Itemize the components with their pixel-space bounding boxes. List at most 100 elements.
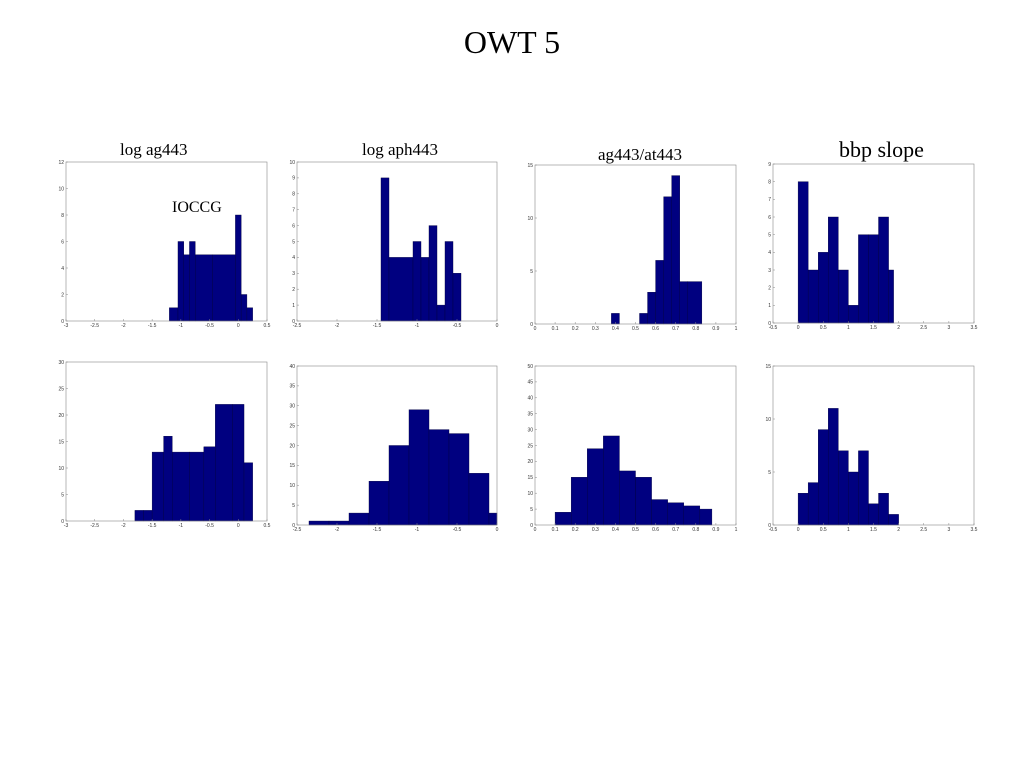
x-tick-label: 0 (534, 326, 537, 332)
y-tick-label: 9 (292, 176, 295, 182)
y-tick-label: 0 (61, 319, 64, 325)
y-tick-label: 8 (61, 213, 64, 219)
histogram-bar (388, 257, 414, 322)
histogram-bar (679, 281, 688, 325)
histogram-bar (878, 492, 889, 526)
histogram-bar (134, 510, 144, 522)
x-tick-label: 0 (237, 523, 240, 529)
x-tick-label: 0.5 (264, 523, 271, 529)
y-tick-label: 6 (61, 239, 64, 245)
histogram-bar (246, 307, 253, 322)
x-tick-label: -3 (64, 523, 69, 529)
x-tick-label: 3 (947, 527, 950, 533)
y-tick-label: 5 (768, 232, 771, 238)
x-tick-label: 0.8 (692, 326, 699, 332)
histogram-bar (699, 508, 713, 526)
y-tick-label: 7 (768, 197, 771, 203)
y-tick-label: 3 (292, 271, 295, 277)
histogram-bar (797, 181, 809, 324)
x-tick-label: 0.5 (264, 323, 271, 329)
x-tick-label: 0.8 (692, 527, 699, 533)
y-tick-label: 10 (289, 483, 295, 489)
histogram-ag443-at443-bottom: 0 0.1 0.2 0.3 0.4 0.5 0.6 0.7 0.8 0.9 105101520253… (527, 364, 737, 533)
x-tick-label: 0 (496, 527, 499, 533)
histogram-bar (639, 313, 648, 325)
y-tick-label: 15 (289, 463, 295, 469)
histogram-bar (203, 446, 216, 522)
x-tick-label: 1 (847, 325, 850, 331)
y-tick-label: 10 (58, 186, 64, 192)
y-tick-label: 35 (527, 412, 533, 418)
histogram-bar (380, 177, 390, 322)
x-tick-label: -2 (335, 527, 340, 533)
x-tick-label: 0.3 (592, 527, 599, 533)
histogram-log-ag443-top: -3 -2.5 -2 -1.5 -1 -0.5 0 0.5 0 2 4 6 8 10 12 (58, 160, 270, 329)
histogram-bar (797, 492, 809, 526)
histogram-bar (444, 241, 454, 322)
y-tick-label: 4 (292, 255, 295, 261)
x-tick-label: -3 (64, 323, 69, 329)
y-tick-label: 5 (292, 239, 295, 245)
x-tick-label: -1.5 (148, 523, 157, 529)
histogram-bar (436, 304, 446, 322)
y-tick-label: 8 (292, 192, 295, 198)
histogram-bar (570, 477, 588, 526)
x-tick-label: -1.5 (373, 527, 382, 533)
y-tick-label: 15 (527, 163, 533, 169)
y-tick-label: 3 (768, 268, 771, 274)
x-tick-label: 0.2 (572, 527, 579, 533)
x-tick-label: -0.5 (769, 527, 778, 533)
histogram-bar (818, 429, 829, 526)
x-tick-label: 3.5 (971, 325, 978, 331)
histogram-bar (828, 216, 839, 324)
x-tick-label: 0.5 (632, 527, 639, 533)
y-tick-label: 20 (58, 413, 64, 419)
y-tick-label: 10 (289, 160, 295, 166)
column-label-log-aph443: log aph443 (362, 140, 439, 159)
y-tick-label: 6 (292, 223, 295, 229)
y-tick-label: 5 (768, 470, 771, 476)
y-tick-label: 0 (530, 322, 533, 328)
histogram-bar (452, 273, 462, 322)
histogram-bar (807, 482, 819, 526)
histogram-bar (408, 409, 430, 526)
x-tick-label: 0.9 (712, 326, 719, 332)
y-tick-label: 5 (530, 269, 533, 275)
histogram-bar (235, 214, 242, 322)
histogram-log-aph443-top: -2.5 -2 -1.5 -1 -0.5 0 0 1 2 3 4 5 6 7 8 9 10 (289, 160, 498, 329)
x-tick-label: -1.5 (373, 323, 382, 329)
y-tick-label: 30 (527, 427, 533, 433)
x-tick-label: 1.5 (870, 325, 877, 331)
x-tick-label: -1.5 (148, 323, 157, 329)
histogram-bar (878, 216, 889, 324)
x-tick-label: 0 (797, 527, 800, 533)
x-tick-label: 1 (735, 326, 738, 332)
histogram-bar (428, 225, 438, 322)
histogram-bar (667, 502, 684, 526)
histogram-bar (858, 234, 869, 324)
histogram-bar (468, 473, 490, 526)
histogram-log-aph443-bottom: -2.5 -2 -1.5 -1 -0.5 0 0 5 10 15 20 25 30 35 40 (289, 364, 498, 533)
histogram-bar (328, 520, 350, 526)
y-tick-label: 0 (61, 519, 64, 525)
histogram-bar (858, 450, 869, 526)
x-tick-label: -1 (415, 527, 420, 533)
y-tick-label: 0 (292, 523, 295, 529)
histogram-bar (420, 257, 430, 322)
x-tick-label: -1 (179, 523, 184, 529)
x-tick-label: 0.6 (652, 326, 659, 332)
histogram-bar (838, 450, 849, 526)
x-tick-label: 0.7 (672, 527, 679, 533)
histogram-bar (635, 477, 652, 526)
y-tick-label: 2 (61, 292, 64, 298)
y-tick-label: 25 (58, 386, 64, 392)
y-tick-label: 12 (58, 160, 64, 166)
histogram-bar (169, 307, 179, 322)
x-tick-label: 0.4 (612, 326, 619, 332)
histogram-bar (215, 404, 233, 522)
y-tick-label: 0 (530, 523, 533, 529)
histogram-bar (619, 470, 636, 526)
histogram-bar (603, 435, 620, 526)
histogram-bar (308, 520, 330, 526)
